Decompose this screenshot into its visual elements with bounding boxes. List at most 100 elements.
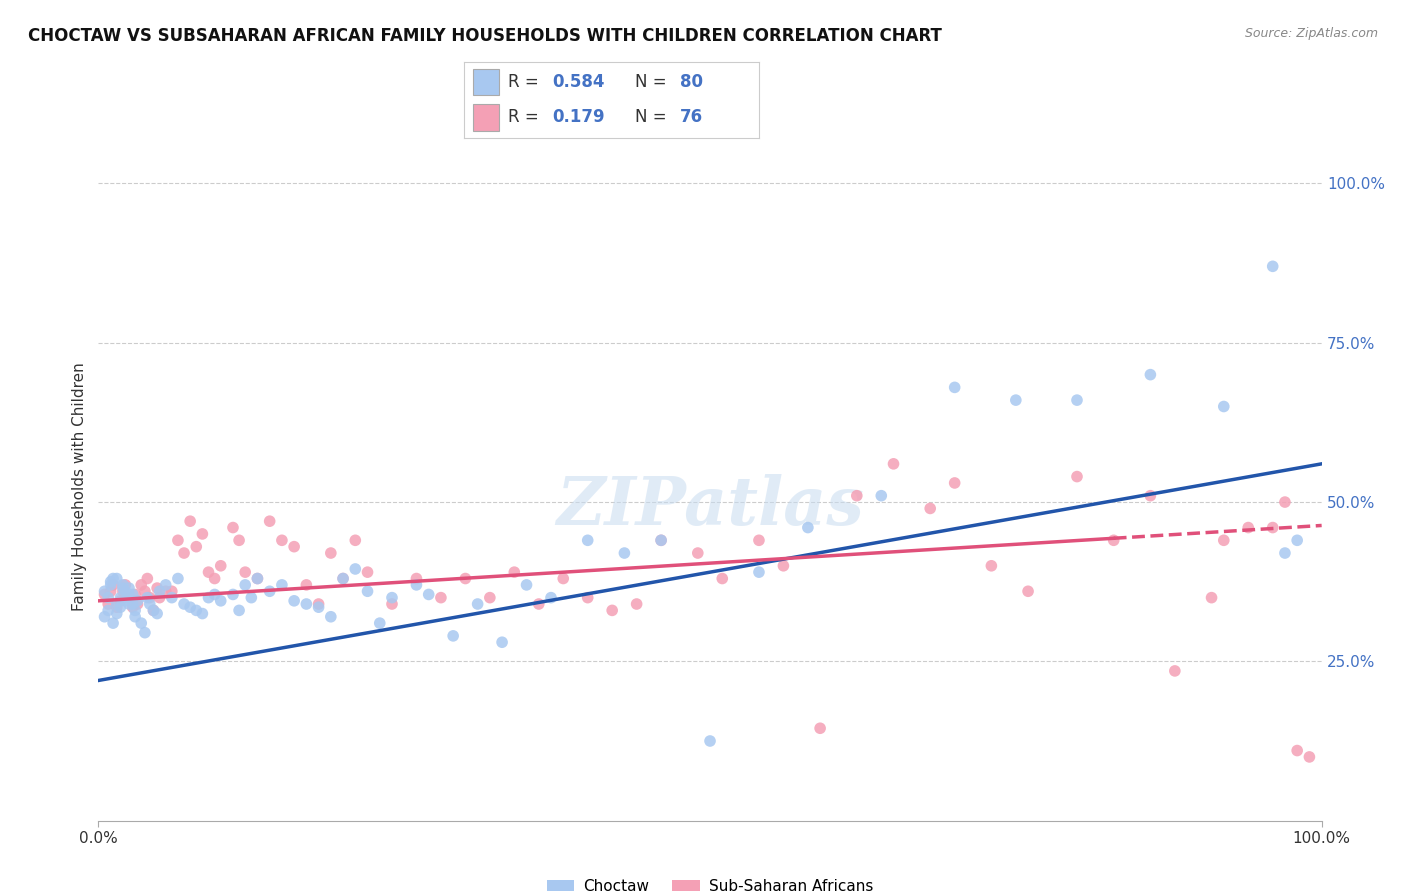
Point	[356, 565, 378, 579]
Point	[191, 607, 214, 621]
Point	[381, 591, 404, 605]
Point	[186, 603, 208, 617]
Point	[101, 616, 124, 631]
Point	[136, 591, 159, 605]
Point	[155, 584, 177, 599]
Point	[527, 597, 550, 611]
Point	[943, 380, 966, 394]
Point	[139, 591, 162, 605]
Point	[441, 629, 464, 643]
Point	[1066, 469, 1088, 483]
Point	[467, 597, 489, 611]
Point	[105, 607, 128, 621]
Point	[270, 578, 294, 592]
Point	[870, 489, 893, 503]
Point	[204, 572, 226, 586]
Point	[111, 578, 134, 592]
Point	[368, 616, 391, 631]
Point	[209, 594, 232, 608]
Point	[613, 546, 636, 560]
Text: 0.584: 0.584	[553, 73, 605, 91]
Point	[105, 572, 128, 586]
Point	[93, 587, 115, 601]
Text: N =: N =	[636, 109, 666, 127]
Bar	[472, 69, 499, 95]
Point	[883, 457, 905, 471]
Point	[142, 603, 165, 617]
Point	[121, 587, 143, 601]
Point	[405, 572, 427, 586]
Text: CHOCTAW VS SUBSAHARAN AFRICAN FAMILY HOUSEHOLDS WITH CHILDREN CORRELATION CHART: CHOCTAW VS SUBSAHARAN AFRICAN FAMILY HOU…	[28, 27, 942, 45]
Point	[101, 578, 124, 592]
Point	[179, 600, 201, 615]
Point	[228, 533, 250, 548]
Point	[136, 572, 159, 586]
Point	[114, 578, 136, 592]
Point	[711, 572, 734, 586]
Text: ZIPatlas: ZIPatlas	[557, 474, 863, 539]
Point	[1274, 495, 1296, 509]
Point	[167, 572, 190, 586]
Point	[124, 587, 146, 601]
Point	[808, 721, 831, 735]
Point	[124, 603, 146, 617]
Point	[332, 572, 354, 586]
Point	[540, 591, 562, 605]
Point	[110, 594, 132, 608]
Legend: Choctaw, Sub-Saharan Africans: Choctaw, Sub-Saharan Africans	[540, 872, 880, 892]
Point	[197, 591, 219, 605]
Text: N =: N =	[636, 73, 666, 91]
Point	[121, 600, 143, 615]
Point	[114, 594, 136, 608]
Point	[111, 584, 134, 599]
Point	[118, 591, 141, 605]
Point	[118, 581, 141, 595]
Point	[344, 533, 367, 548]
Point	[222, 587, 245, 601]
Point	[1017, 584, 1039, 599]
Point	[160, 584, 183, 599]
Point	[173, 546, 195, 560]
Point	[283, 594, 305, 608]
Point	[491, 635, 513, 649]
Point	[100, 578, 122, 592]
Point	[93, 609, 115, 624]
Point	[797, 520, 820, 534]
Point	[127, 594, 149, 608]
Point	[980, 558, 1002, 573]
Point	[1261, 260, 1284, 274]
Point	[105, 597, 128, 611]
Point	[576, 533, 599, 548]
Point	[246, 572, 269, 586]
Text: 76: 76	[679, 109, 703, 127]
Point	[650, 533, 672, 548]
Point	[100, 574, 122, 589]
Text: Source: ZipAtlas.com: Source: ZipAtlas.com	[1244, 27, 1378, 40]
Text: 0.179: 0.179	[553, 109, 605, 127]
Point	[100, 584, 122, 599]
Point	[146, 607, 169, 621]
Y-axis label: Family Households with Children: Family Households with Children	[72, 362, 87, 610]
Point	[197, 565, 219, 579]
Text: 80: 80	[679, 73, 703, 91]
Point	[295, 597, 318, 611]
Point	[600, 603, 623, 617]
Point	[233, 565, 256, 579]
Point	[118, 597, 141, 611]
Point	[222, 520, 245, 534]
Point	[111, 581, 134, 595]
Point	[134, 584, 156, 599]
Point	[418, 587, 440, 601]
Point	[129, 616, 152, 631]
Point	[356, 584, 378, 599]
Point	[139, 597, 162, 611]
Point	[478, 591, 501, 605]
Point	[430, 591, 453, 605]
Point	[845, 489, 868, 503]
Point	[246, 572, 269, 586]
Point	[1261, 520, 1284, 534]
Point	[191, 527, 214, 541]
Point	[748, 565, 770, 579]
Point	[1164, 664, 1187, 678]
Point	[186, 540, 208, 554]
